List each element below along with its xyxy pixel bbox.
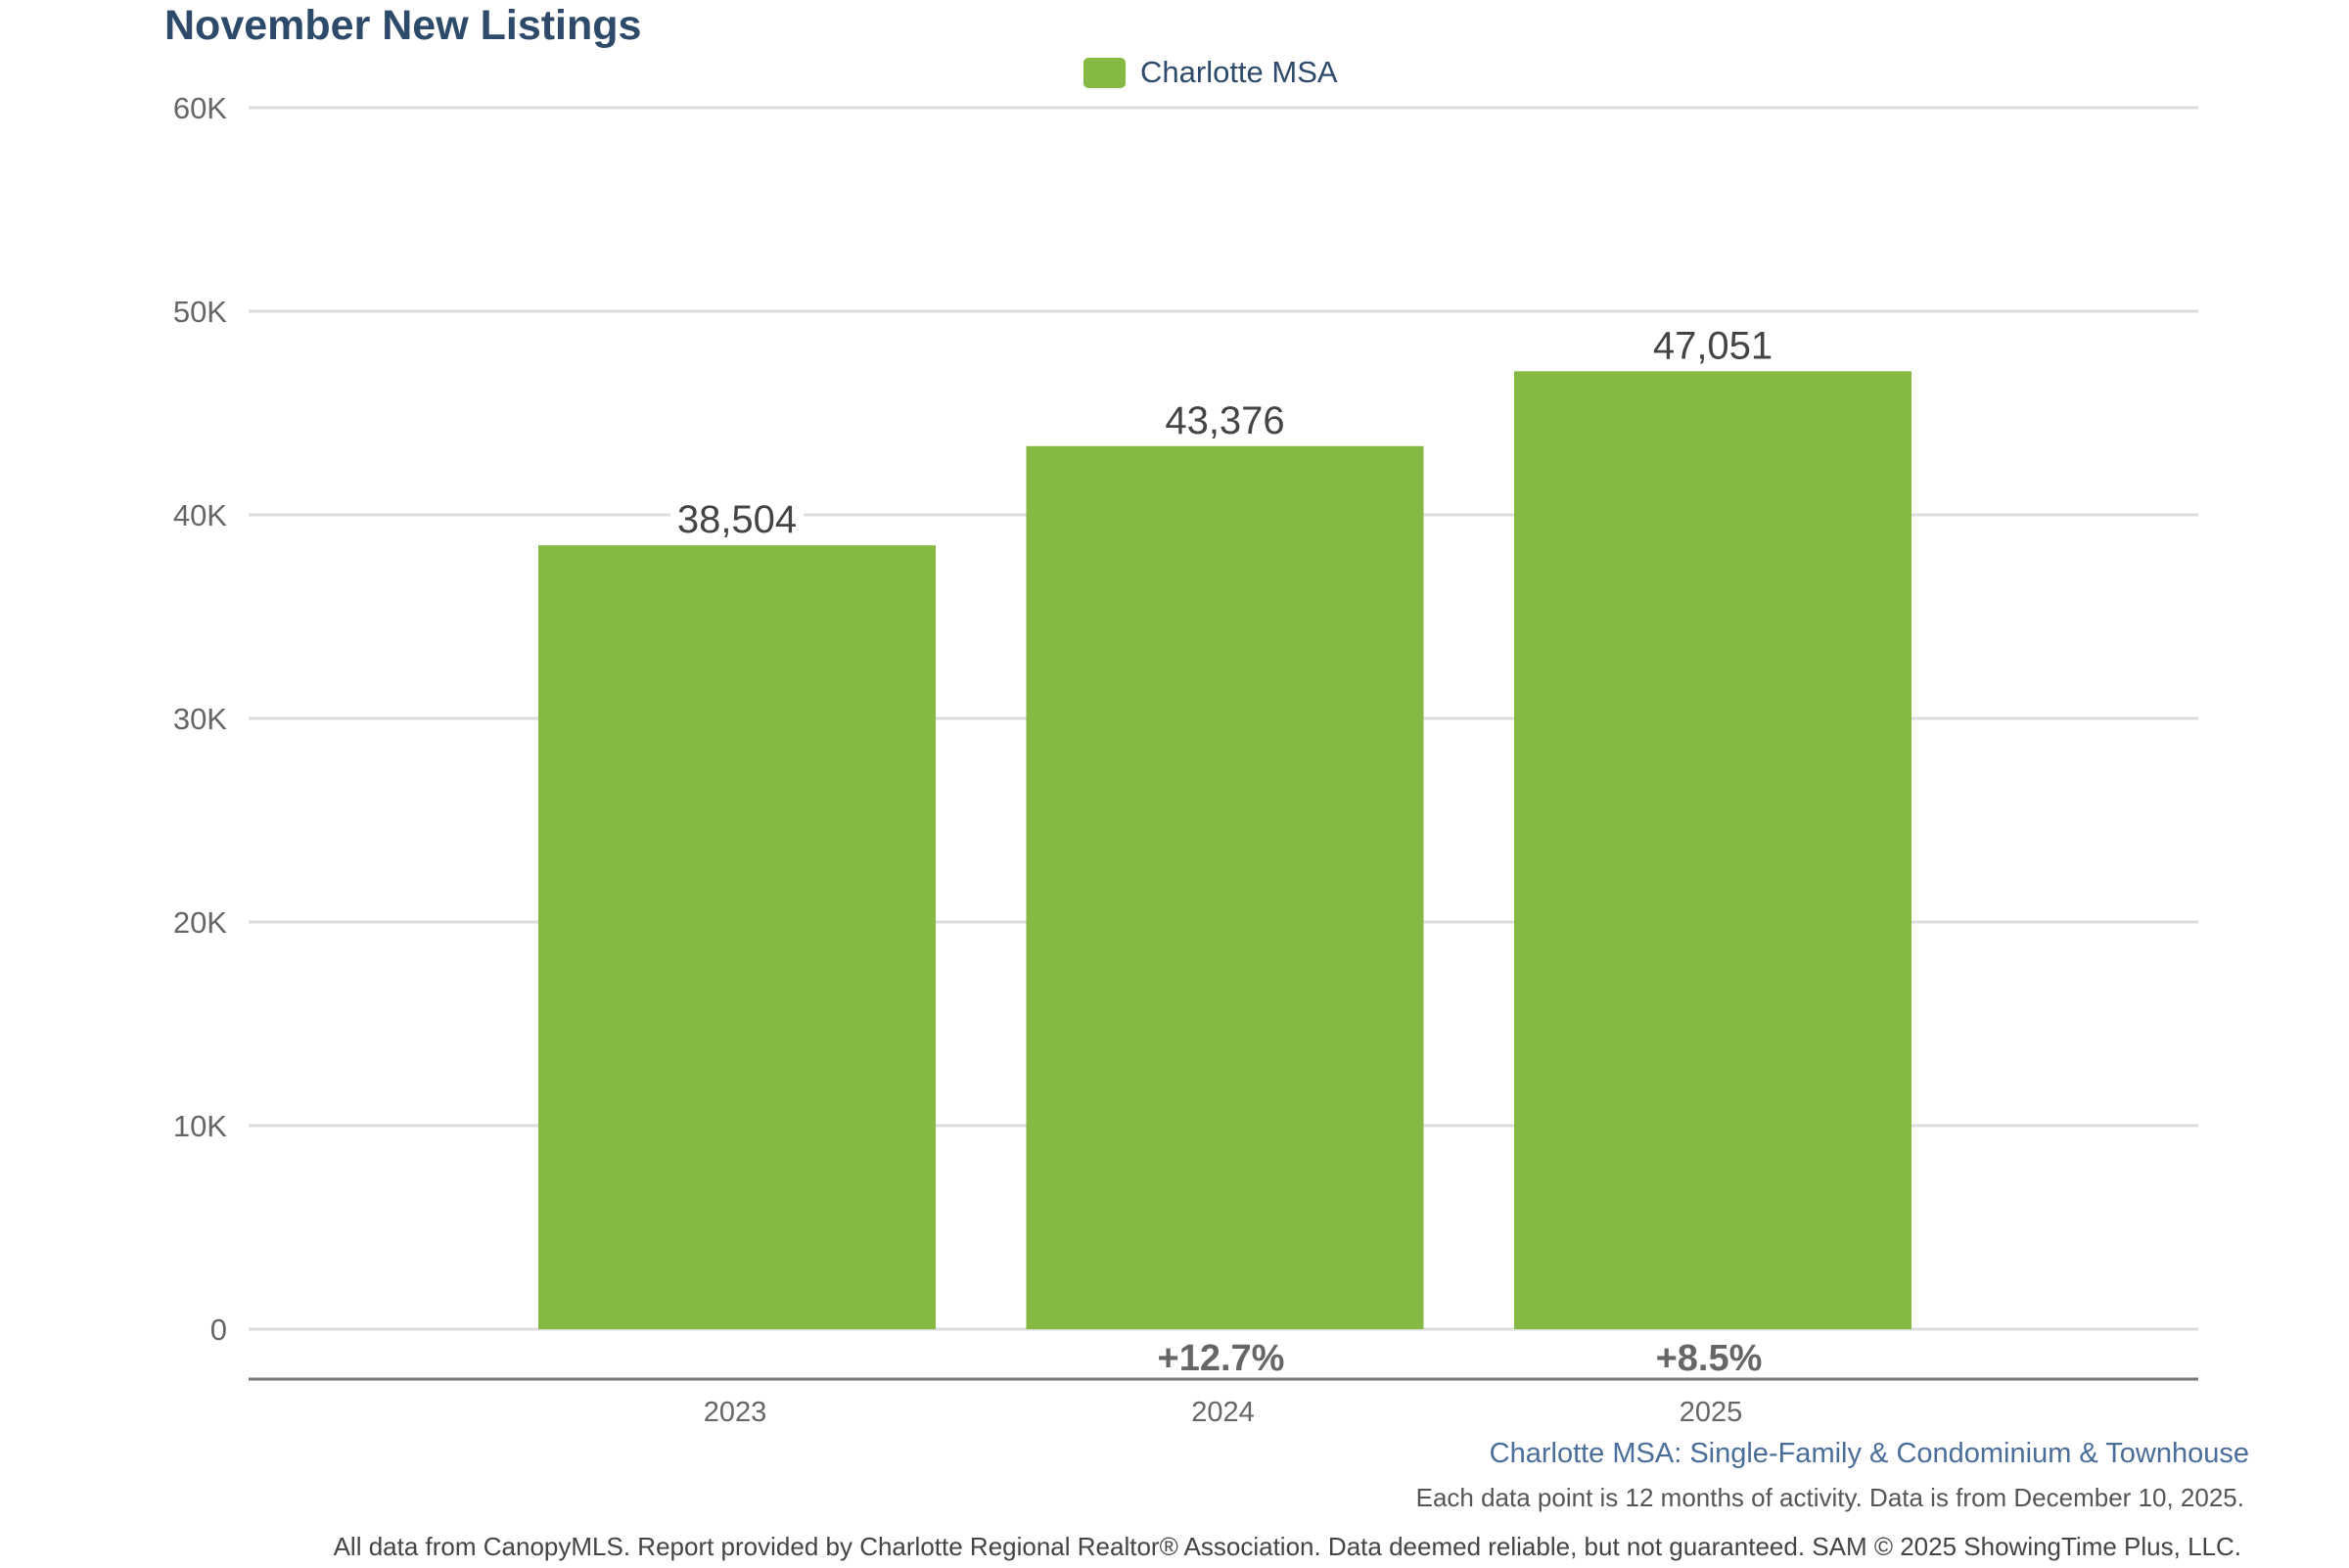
change-label-2024: +12.7% <box>1158 1338 1285 1379</box>
bar-2023 <box>538 545 936 1329</box>
data-note: Each data point is 12 months of activity… <box>1415 1483 2244 1512</box>
legend-label-charlotte-msa: Charlotte MSA <box>1140 55 1338 89</box>
bar-2024 <box>1026 445 1424 1330</box>
data-label-2024: 43,376 <box>1165 399 1284 442</box>
data-labels: 38,504 43,376 47,051 <box>670 324 1779 542</box>
y-tick-label: 40K <box>173 498 227 532</box>
y-tick-label: 10K <box>173 1109 227 1143</box>
change-labels: +12.7% +8.5% <box>1158 1338 1763 1379</box>
legend: Charlotte MSA <box>1083 57 1338 88</box>
x-tick-label: 2025 <box>1680 1397 1743 1428</box>
y-tick-label: 20K <box>173 905 227 940</box>
x-axis-tick-labels: 2023 2024 2025 <box>704 1397 1743 1428</box>
data-label-2025: 47,051 <box>1653 324 1773 367</box>
data-label-background <box>1646 326 1779 368</box>
y-tick-label: 30K <box>173 702 227 736</box>
x-tick-label: 2024 <box>1191 1397 1255 1428</box>
bar-2025 <box>1514 371 1911 1329</box>
y-tick-label: 50K <box>173 295 227 329</box>
change-label-2025: +8.5% <box>1656 1338 1763 1379</box>
y-axis-tick-labels: 0 10K 20K 30K 40K 50K 60K <box>173 91 227 1347</box>
x-tick-label: 2023 <box>704 1397 767 1428</box>
chart-subtitle: Charlotte MSA: Single-Family & Condomini… <box>1489 1438 2249 1469</box>
bars <box>538 371 1911 1330</box>
legend-swatch-charlotte-msa <box>1083 57 1126 88</box>
y-tick-label: 0 <box>210 1313 227 1347</box>
y-tick-label: 60K <box>173 91 227 125</box>
chart-title: November New Listings <box>164 2 642 49</box>
data-label-background <box>670 500 804 542</box>
data-label-2023: 38,504 <box>677 498 797 541</box>
data-label-background <box>1158 400 1292 442</box>
footer-disclaimer: All data from CanopyMLS. Report provided… <box>333 1532 2241 1561</box>
